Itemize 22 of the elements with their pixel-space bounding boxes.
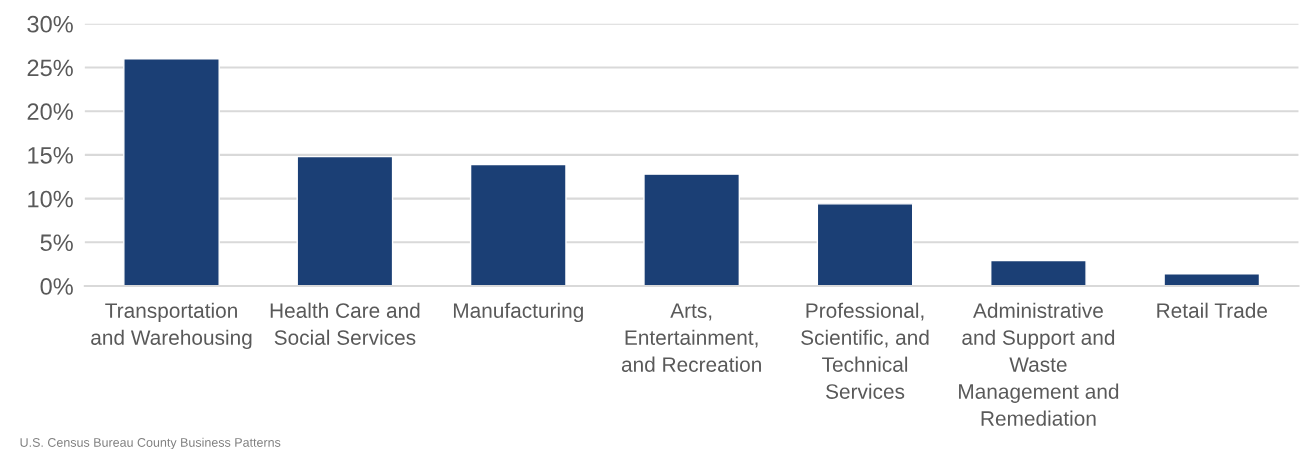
x-tick-label: Retail Trade [1157,302,1268,318]
text: U.S. Census Bureau County Business Patterns [20,437,281,449]
x-tick-label: Professional, Scientific, and Technical Services [801,302,929,399]
x-tick-label: Transportation and Warehousing [91,302,252,350]
y-tick-label: 0% [40,278,73,295]
y-tick-label: 10% [28,190,73,208]
bar [643,173,741,287]
y-tick-label: 30% [27,15,73,33]
bar [816,203,914,287]
y-tick-label: 20% [27,103,73,120]
bar [990,259,1087,287]
x-tick-label: Manufacturing [453,302,583,323]
x-tick-label: Administrative and Support and Waste Management and Remediation [959,302,1119,426]
bar [296,155,394,287]
bar [1163,273,1261,287]
bar [123,58,220,287]
y-tick-label: 15% [28,147,73,164]
x-tick-label: Arts, Entertainment, and Recreation [621,303,761,372]
bar [469,163,567,287]
y-tick-label: 25% [27,59,73,77]
x-tick-label: Health Care and Social Services [270,302,420,345]
y-tick-label: 5% [40,234,73,252]
